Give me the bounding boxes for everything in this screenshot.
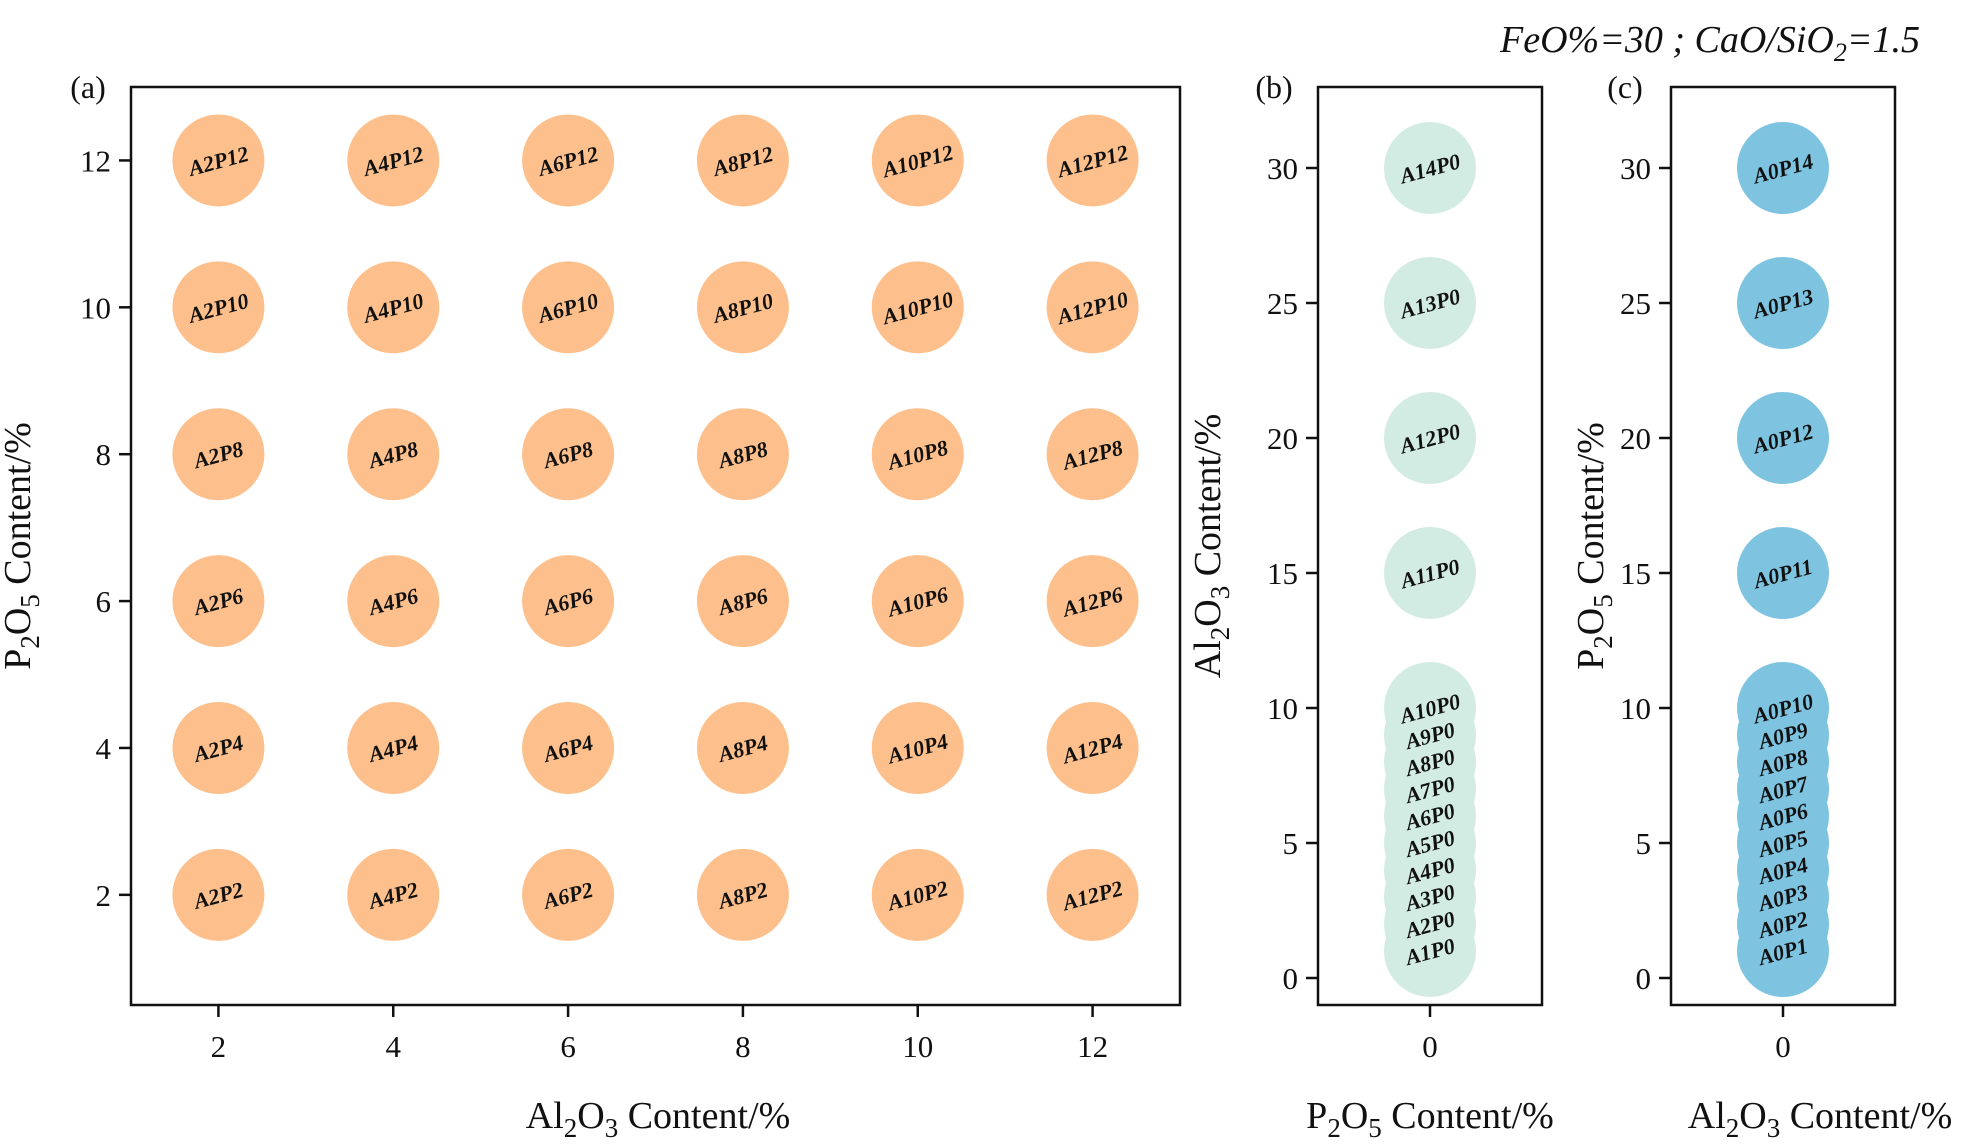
- data-point: [347, 408, 440, 501]
- y-tick-label: 5: [1283, 826, 1299, 861]
- data-point: [1737, 257, 1829, 349]
- data-point: [347, 701, 440, 794]
- data-point: [1384, 122, 1476, 214]
- data-point: [1046, 114, 1139, 207]
- data-point: [696, 114, 789, 207]
- y-tick-label: 0: [1636, 961, 1652, 996]
- x-tick-label: 10: [902, 1029, 933, 1064]
- data-point: [347, 114, 440, 207]
- data-point: [1046, 701, 1139, 794]
- data-point: [522, 848, 615, 941]
- y-tick-label: 20: [1267, 421, 1298, 456]
- data-point: [871, 261, 964, 354]
- data-point: [347, 261, 440, 354]
- data-point: [1384, 905, 1476, 997]
- data-point: [696, 261, 789, 354]
- data-point: [172, 261, 265, 354]
- x-axis-label: Al2O3 Content/%: [1688, 1095, 1953, 1143]
- data-point: [172, 114, 265, 207]
- plot-frame: [129, 85, 1182, 1007]
- data-point: [696, 701, 789, 794]
- data-point: [696, 555, 789, 648]
- data-point: [871, 555, 964, 648]
- data-point: [1737, 122, 1829, 214]
- data-point: [347, 555, 440, 648]
- y-tick-label: 25: [1267, 286, 1298, 321]
- data-point: [871, 848, 964, 941]
- data-point: [1737, 392, 1829, 484]
- y-tick-label: 10: [1267, 691, 1298, 726]
- y-tick-label: 6: [96, 584, 112, 619]
- data-point: [696, 848, 789, 941]
- data-point: [522, 555, 615, 648]
- data-point: [172, 408, 265, 501]
- y-tick-label: 4: [96, 731, 112, 766]
- data-point: [1737, 905, 1829, 997]
- condition-annotation: FeO%=30 ; CaO/SiO2=1.5: [1499, 19, 1920, 67]
- data-point: [347, 848, 440, 941]
- data-point: [1737, 527, 1829, 619]
- x-tick-label: 0: [1422, 1029, 1438, 1064]
- data-point: [1046, 848, 1139, 941]
- data-point: [871, 408, 964, 501]
- y-tick-label: 5: [1636, 826, 1652, 861]
- data-point: [172, 555, 265, 648]
- data-point: [1046, 555, 1139, 648]
- data-point: [871, 701, 964, 794]
- x-tick-label: 0: [1775, 1029, 1791, 1064]
- panel-label: (a): [70, 69, 106, 105]
- annotation-post: =1.5: [1847, 19, 1920, 61]
- y-tick-label: 25: [1620, 286, 1651, 321]
- y-tick-label: 10: [1620, 691, 1651, 726]
- data-point: [522, 114, 615, 207]
- annotation-pre: FeO%=30 ; CaO/SiO: [1499, 19, 1834, 61]
- panel-b: 0 0 5 10 15 20 25 30 (b) P2O5 Content/% Al2O3 Cont…: [1187, 69, 1554, 1143]
- y-tick-label: 0: [1283, 961, 1299, 996]
- y-tick-label: 20: [1620, 421, 1651, 456]
- panel-label: (c): [1607, 69, 1643, 105]
- panel-a: 2 4 6 8 10 12 2 4 6 8 10 12 (a) Al2O3 Content/% P2O5 C…: [0, 69, 1182, 1143]
- x-axis-label: P2O5 Content/%: [1306, 1095, 1554, 1143]
- y-axis-label: Al2O3 Content/%: [1187, 414, 1235, 679]
- y-tick-label: 2: [96, 878, 112, 913]
- data-point: [522, 261, 615, 354]
- x-tick-label: 4: [386, 1029, 402, 1064]
- annotation-sub: 2: [1834, 38, 1847, 67]
- y-tick-label: 30: [1267, 151, 1298, 186]
- y-tick-label: 15: [1620, 556, 1651, 591]
- data-point: [522, 408, 615, 501]
- data-point: [522, 701, 615, 794]
- data-point: [172, 848, 265, 941]
- y-axis-label: P2O5 Content/%: [0, 422, 45, 670]
- x-axis-label: Al2O3 Content/%: [526, 1095, 791, 1143]
- data-points: [1384, 122, 1476, 997]
- panel-c: 0 0 5 10 15 20 25 30 (c) Al2O3 Content/% P2O5 Cont…: [1570, 69, 1952, 1143]
- data-point: [696, 408, 789, 501]
- y-tick-label: 8: [96, 437, 112, 472]
- data-point: [1384, 257, 1476, 349]
- data-points: [1737, 122, 1829, 997]
- y-tick-label: 10: [80, 290, 111, 325]
- data-point: [1384, 392, 1476, 484]
- data-point: [1384, 527, 1476, 619]
- x-tick-label: 12: [1077, 1029, 1108, 1064]
- data-point: [871, 114, 964, 207]
- data-point: [172, 701, 265, 794]
- y-tick-label: 30: [1620, 151, 1651, 186]
- y-axis-label: P2O5 Content/%: [1570, 422, 1618, 670]
- y-tick-label: 15: [1267, 556, 1298, 591]
- panel-label: (b): [1255, 69, 1292, 105]
- data-point: [1046, 261, 1139, 354]
- x-tick-label: 2: [211, 1029, 227, 1064]
- data-points: [172, 114, 1139, 941]
- x-tick-label: 8: [735, 1029, 751, 1064]
- data-point: [1046, 408, 1139, 501]
- x-tick-label: 6: [560, 1029, 576, 1064]
- y-tick-label: 12: [80, 143, 111, 178]
